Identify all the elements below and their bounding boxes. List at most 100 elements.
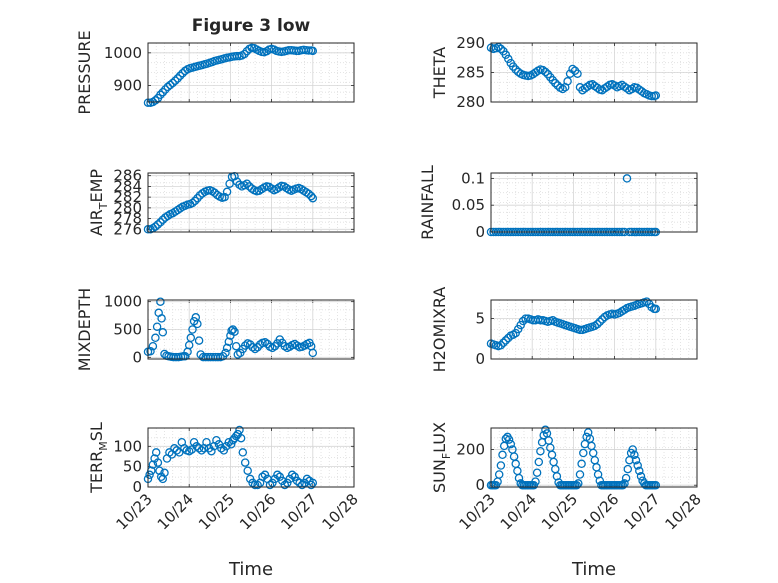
data-point (194, 336, 204, 345)
data-point (158, 87, 168, 97)
data-point (651, 91, 661, 100)
y-tick-label: 5 (475, 310, 485, 328)
data-point (504, 54, 513, 64)
data-point (253, 480, 262, 490)
data-point (623, 464, 633, 474)
y-tick-label: 0 (475, 223, 485, 241)
subplot-pressure: 900 1000 PRESSURE (75, 30, 355, 115)
y-axis-label-main: RAINFALL (418, 165, 437, 240)
data-point (308, 46, 318, 56)
data-point (146, 346, 155, 356)
y-axis-label-subscript: T (97, 202, 110, 210)
data-point (165, 80, 175, 90)
data-point (496, 44, 506, 54)
data-point (506, 439, 516, 449)
data-point (242, 179, 252, 188)
data-point (647, 91, 656, 101)
data-point (514, 473, 524, 483)
y-tick-label: 0 (132, 348, 142, 366)
data-point (250, 480, 260, 490)
y-axis-label: THETA (430, 47, 449, 99)
y-axis-label: RAINFALL (418, 165, 437, 240)
data-point (196, 350, 205, 359)
x-axis-label-right: Time (571, 559, 616, 580)
x-tick-label: 10/24 (497, 490, 540, 533)
data-point (238, 448, 248, 457)
x-tick-label: 10/28 (319, 490, 362, 533)
data-point (504, 435, 514, 444)
data-point (156, 90, 165, 100)
data-point (153, 220, 163, 229)
y-tick-label: 0 (132, 478, 142, 496)
data-point (290, 472, 299, 482)
data-point (193, 319, 202, 329)
y-axis-label-main: TERR (87, 451, 106, 494)
data-point (230, 327, 239, 336)
y-axis-label-main: SUN (430, 459, 449, 493)
data-point (148, 341, 158, 351)
data-point (306, 480, 316, 490)
data-point (158, 328, 168, 337)
data-point (151, 96, 160, 105)
y-axis-label-main: H2OMIXRA (430, 287, 449, 373)
data-point (630, 450, 639, 460)
y-tick-label: 284 (113, 177, 142, 195)
y-tick-label: 278 (113, 210, 142, 228)
data-point (160, 468, 169, 478)
data-point (188, 198, 197, 208)
data-point (151, 448, 161, 457)
data-point (156, 297, 165, 306)
data-point (253, 343, 262, 352)
data-point (228, 325, 238, 334)
data-point (190, 196, 200, 206)
y-axis-label: AIRTEMP (87, 169, 110, 236)
data-point (642, 297, 651, 306)
data-point (224, 437, 234, 447)
subplot-rainfall: 0 0.05 0.1 RAINFALL (418, 165, 698, 241)
subplot-terr_msl: 050100TERRMSL10/2310/2410/2510/2610/2710… (87, 422, 362, 533)
y-axis-label: TERRMSL (87, 422, 110, 494)
data-point (207, 446, 216, 456)
data-point (516, 320, 525, 330)
x-tick-label: 10/24 (154, 490, 197, 533)
data-point (158, 474, 168, 484)
data-point (635, 466, 644, 476)
y-tick-label: 280 (456, 93, 485, 111)
data-point (265, 480, 275, 490)
data-point (235, 425, 244, 435)
data-point (292, 476, 302, 486)
x-tick-label: 10/27 (620, 490, 663, 533)
data-point (501, 434, 511, 443)
data-point (575, 470, 585, 479)
data-point (577, 459, 586, 469)
y-axis-label-tail: LUX (430, 422, 449, 453)
y-tick-label: 200 (456, 440, 485, 458)
data-point (651, 480, 661, 490)
data-point (152, 322, 162, 331)
y-axis-label-tail: SL (87, 422, 106, 441)
x-tick-label: 10/25 (538, 490, 581, 533)
data-point (194, 444, 204, 453)
data-point (287, 470, 297, 480)
data-point (145, 470, 154, 480)
data-point (186, 333, 196, 343)
data-point (148, 460, 158, 469)
data-point (297, 480, 307, 490)
axes-box (147, 299, 355, 360)
y-axis-label-subscript: M (97, 441, 110, 451)
figure-title: Figure 3 low (192, 16, 311, 36)
data-point (232, 51, 242, 61)
data-point (175, 71, 185, 81)
x-tick-label: 10/27 (277, 490, 320, 533)
data-point (280, 480, 290, 490)
data-point (579, 448, 588, 458)
data-point (270, 341, 280, 351)
data-point (304, 46, 313, 55)
y-axis-label: MIXDEPTH (75, 288, 94, 371)
y-axis-label: SUNFLUX (430, 422, 453, 493)
y-tick-label: 280 (113, 199, 142, 217)
data-point (532, 468, 542, 477)
y-axis-label: H2OMIXRA (430, 287, 449, 373)
data-point (511, 65, 520, 74)
